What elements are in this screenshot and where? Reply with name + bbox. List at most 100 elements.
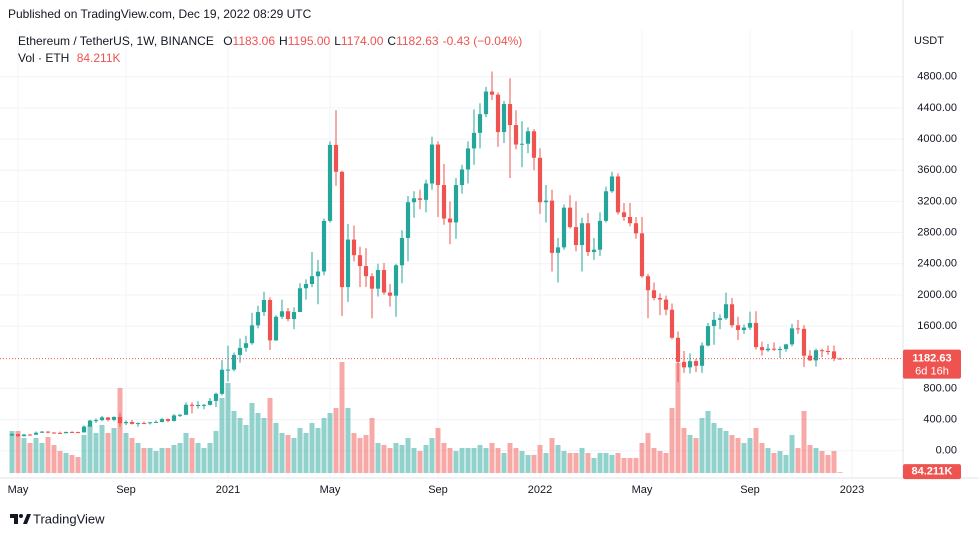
- candle-body: [687, 361, 693, 368]
- volume-bar: [399, 445, 405, 473]
- candle-body: [219, 369, 225, 394]
- candle-body: [339, 171, 345, 288]
- candle-body: [123, 422, 129, 424]
- volume-bar: [567, 453, 573, 473]
- volume-bar: [99, 425, 105, 473]
- volume-bar: [159, 448, 165, 473]
- candle-body: [117, 416, 123, 424]
- volume-bar: [483, 448, 489, 473]
- volume-bar: [309, 423, 315, 473]
- volume-bar: [27, 443, 33, 473]
- candle-body: [465, 148, 471, 170]
- candle-body: [645, 276, 651, 291]
- volume-bar: [117, 388, 123, 473]
- candle-body: [9, 434, 15, 436]
- volume-bar: [261, 418, 267, 473]
- candle-body: [357, 255, 363, 267]
- y-tick-label: 0.00: [936, 445, 957, 457]
- volume-bar: [405, 438, 411, 473]
- candle-body: [279, 311, 285, 317]
- volume-bar: [33, 438, 39, 473]
- volume-bar: [771, 453, 777, 473]
- volume-bar: [63, 453, 69, 473]
- candle-body: [597, 220, 603, 250]
- volume-bar: [129, 438, 135, 473]
- volume-bar: [633, 458, 639, 473]
- volume-bar: [717, 428, 723, 473]
- volume-value: 84.211K: [76, 51, 121, 65]
- volume-bar: [141, 448, 147, 473]
- last-price-label: 1182.63: [912, 352, 951, 364]
- candle-body: [33, 432, 39, 435]
- volume-bar: [195, 443, 201, 473]
- candle-body: [351, 239, 357, 256]
- candle-body: [507, 104, 513, 126]
- volume-bar: [645, 433, 651, 473]
- volume-bar: [285, 435, 291, 473]
- volume-bar: [105, 433, 111, 473]
- candle-body: [15, 434, 21, 437]
- candle-body: [537, 157, 543, 203]
- candle-body: [639, 233, 645, 277]
- volume-bar: [657, 451, 663, 473]
- volume-bar: [447, 448, 453, 473]
- candle-body: [477, 114, 483, 133]
- volume-bar: [669, 408, 675, 473]
- volume-bar: [243, 425, 249, 473]
- candle-body: [171, 415, 177, 421]
- legend-key: H: [279, 34, 288, 48]
- candle-body: [417, 198, 423, 200]
- y-tick-label: 4400.00: [917, 102, 957, 114]
- y-tick-label: 400.00: [923, 413, 957, 425]
- candle-body: [21, 434, 27, 437]
- volume-bar: [351, 433, 357, 473]
- candle-body: [309, 276, 315, 284]
- candle-body: [183, 404, 189, 415]
- volume-bar: [729, 435, 735, 473]
- y-tick-label: 2800.00: [917, 226, 957, 238]
- volume-bar: [687, 435, 693, 473]
- volume-bar: [459, 448, 465, 473]
- candle-body: [531, 131, 537, 158]
- volume-label-box: [903, 464, 961, 480]
- volume-bar: [237, 418, 243, 473]
- y-tick-label: 2400.00: [917, 258, 957, 270]
- candle-body: [777, 349, 783, 351]
- volume-bar: [75, 457, 81, 473]
- volume-bar: [45, 437, 51, 473]
- legend-value: 1183.06: [232, 34, 276, 48]
- candle-body: [315, 271, 321, 277]
- volume-bar: [291, 438, 297, 473]
- candle-body: [501, 104, 507, 133]
- candle-body: [813, 350, 819, 361]
- countdown: 6d 16h: [915, 365, 949, 377]
- candle-body: [657, 298, 663, 300]
- volume-bar: [501, 453, 507, 473]
- candle-body: [51, 432, 57, 434]
- candle-body: [39, 431, 45, 433]
- y-axis-unit: USDT: [914, 35, 944, 47]
- candle-body: [225, 369, 231, 371]
- volume-bar: [303, 433, 309, 473]
- volume-bar: [531, 455, 537, 473]
- candle-body: [543, 200, 549, 203]
- candle-body: [489, 91, 495, 95]
- volume-bar: [573, 453, 579, 473]
- candle-body: [573, 227, 579, 246]
- candle-body: [207, 400, 213, 405]
- volume-bar: [93, 433, 99, 473]
- candle-body: [165, 419, 171, 421]
- volume-bar: [465, 448, 471, 473]
- y-tick-label: 3600.00: [917, 164, 957, 176]
- volume-bar: [15, 431, 21, 473]
- volume-bar: [591, 458, 597, 473]
- candle-body: [297, 288, 303, 313]
- volume-bar: [753, 428, 759, 473]
- volume-bar: [555, 445, 561, 473]
- candle-body: [663, 299, 669, 310]
- volume-bar: [489, 443, 495, 473]
- volume-bar: [327, 413, 333, 473]
- candle-body: [633, 223, 639, 234]
- volume-bar: [615, 453, 621, 473]
- candle-body: [423, 183, 429, 200]
